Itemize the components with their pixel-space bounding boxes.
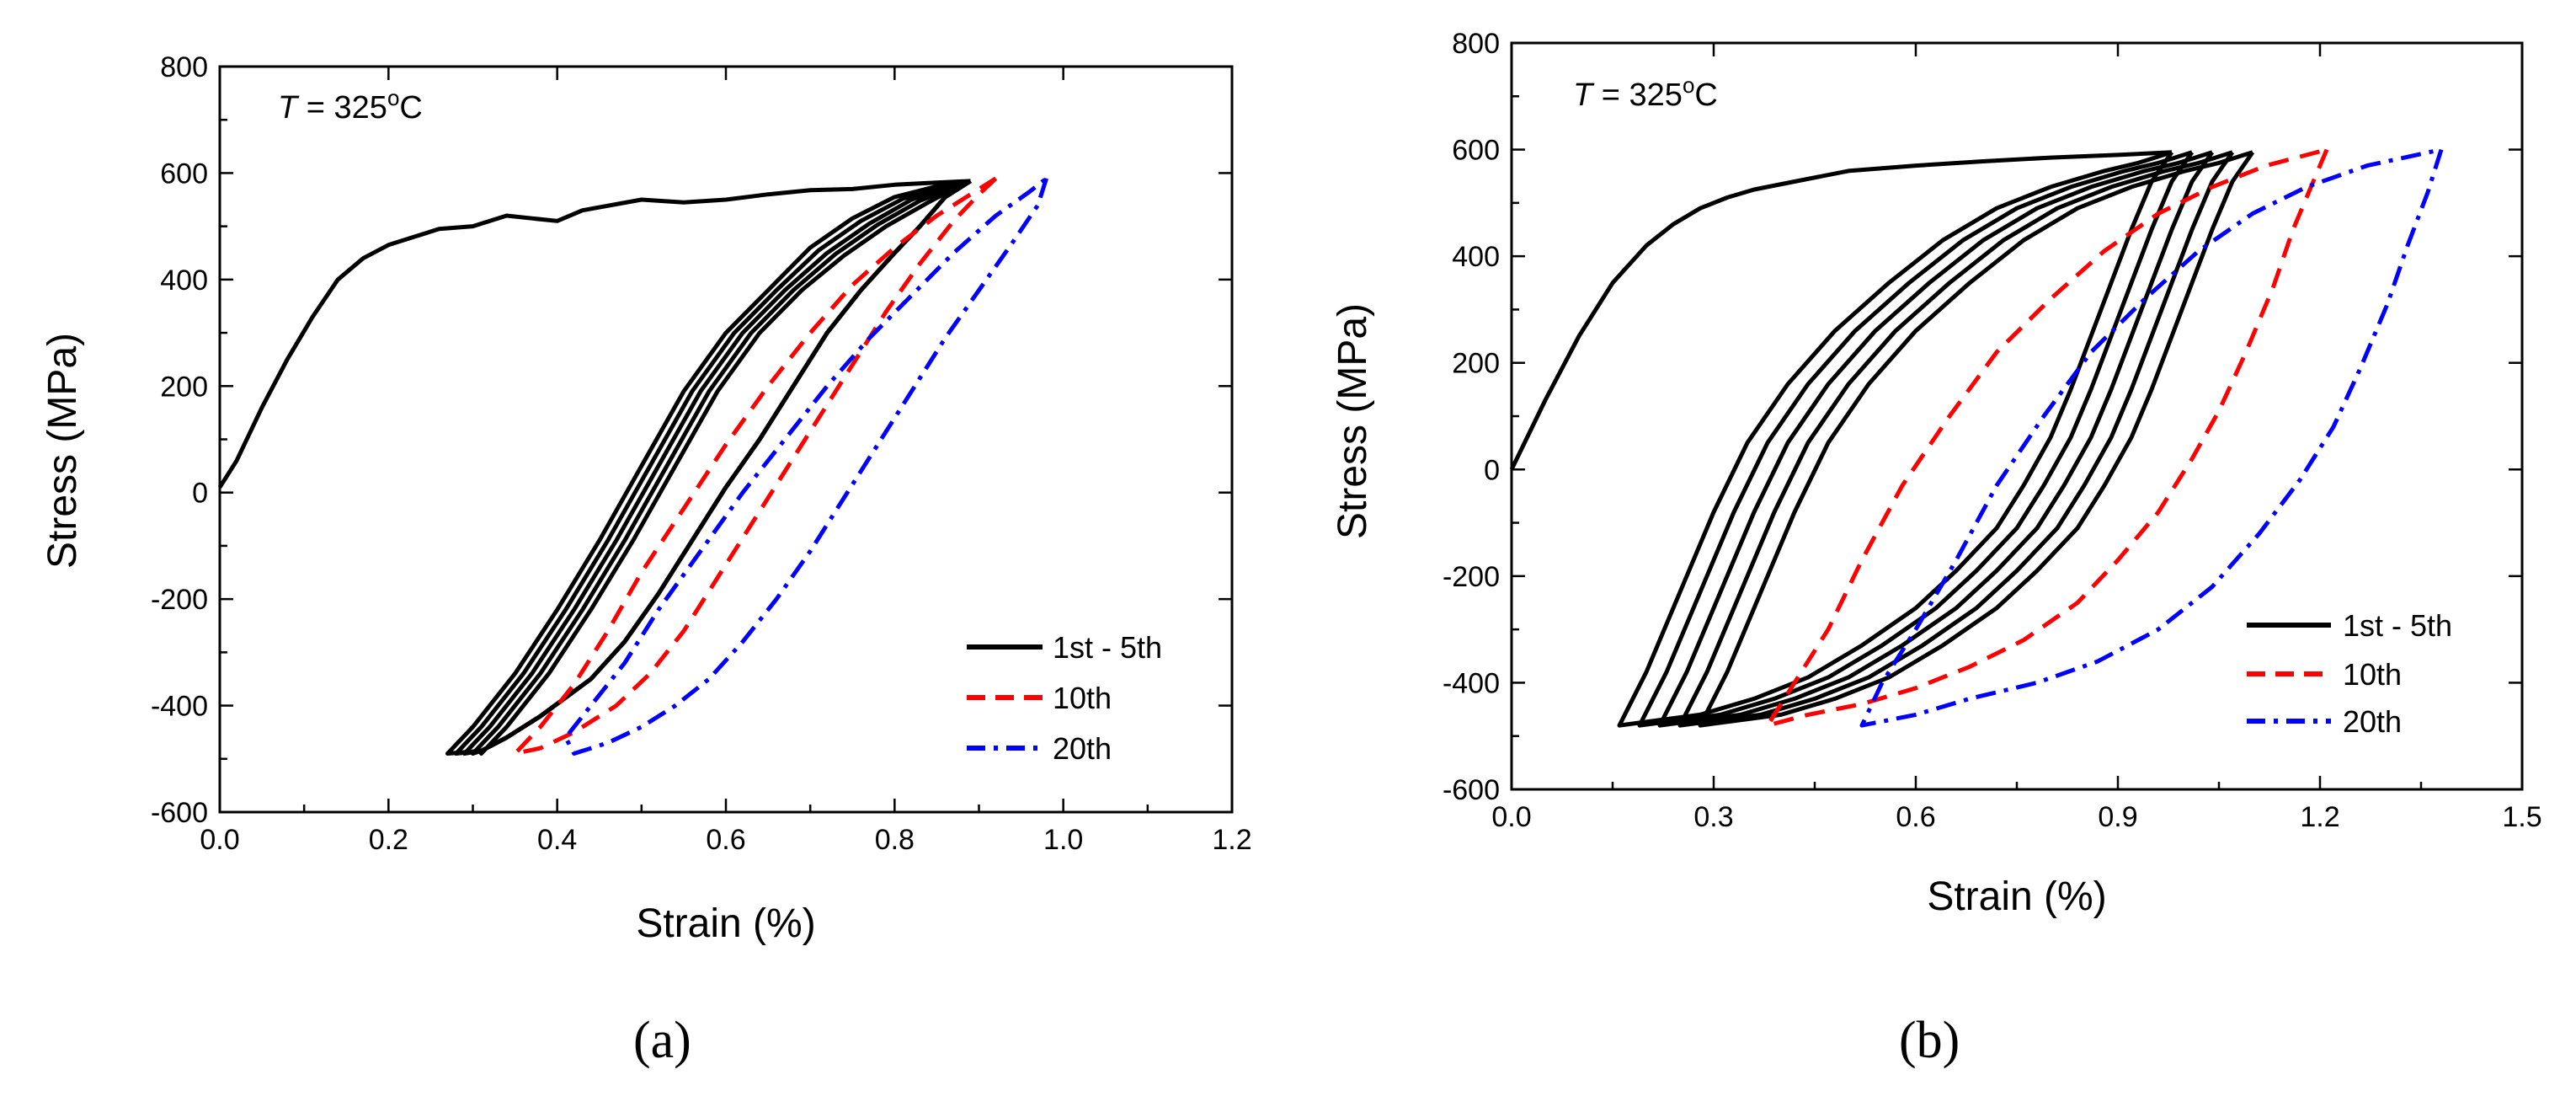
chart-b-series-1st-5th-curve-5 [1677,150,2235,728]
chart-a-x-axis-label: Strain (%) [636,901,815,946]
chart-b-x-tick-label: 0.6 [1896,801,1935,833]
chart-b-series-20th-curve-1 [1859,147,2444,728]
chart-b-y-tick-label: 800 [1452,28,1500,60]
chart-b-series-1st-5th-curve-3 [1637,150,2195,728]
panel-label-a: (a) [633,1012,691,1069]
chart-b-x-tick-label: 0.3 [1693,801,1733,833]
chart-a-series-1st-5th-curve-1 [217,179,971,489]
chart-panel-b: 0.0 0.3 0.6 0.9 1.2 1.5 -600 -400 -200 0 200 400 600… [1331,28,2542,1069]
chart-a-series [217,176,1048,756]
legend-label-20th: 20th [1053,731,1112,766]
chart-b-y-tick-label: 600 [1452,135,1500,167]
chart-b-y-tick-label: -200 [1443,561,1500,593]
legend-label-1st-5th: 1st - 5th [2343,608,2452,643]
legend-item-1st-5th: 1st - 5th [967,630,1162,665]
chart-b-y-axis-label: Stress (MPa) [1331,303,1375,539]
legend-label-10th: 10th [2343,657,2402,692]
chart-b-y-tick-label: 400 [1452,241,1500,273]
chart-a-y-tick-label: 0 [192,478,208,510]
legend-item-20th: 20th [2247,704,2402,739]
chart-b-series-1st-5th-curve-4 [1657,150,2215,728]
chart-a-y-tick-label: -200 [151,584,208,616]
chart-b-y-tick-label: -400 [1443,667,1500,699]
legend-item-20th: 20th [967,731,1112,766]
panel-label-b: (b) [1899,1012,1960,1069]
chart-a-y-tick-label: 200 [160,371,208,403]
chart-a-y-axis-label: Stress (MPa) [40,333,85,569]
chart-b-series [1509,147,2444,728]
chart-a-legend: 1st - 5th 10th 20th [967,630,1162,766]
chart-b-y-tick-label: 200 [1452,348,1500,380]
chart-a-x-tick-label: 1.2 [1212,824,1251,856]
chart-b-legend: 1st - 5th 10th 20th [2247,608,2452,739]
chart-b-x-tick-label: 1.2 [2300,801,2339,833]
chart-a-x-tick-label: 1.0 [1043,824,1083,856]
chart-b-y-tick-label: -600 [1443,774,1500,806]
chart-a-x-tick-label: 0.4 [537,824,577,856]
chart-panel-a: 0.0 0.2 0.4 0.6 0.8 1.0 1.2 -600 -400 -200 0 200 400… [40,51,1252,1069]
chart-b-x-tick-label: 0.0 [1491,801,1531,833]
chart-a-series-1st-5th-curve-6 [479,179,972,756]
chart-a-y-tick-label: 800 [160,51,208,83]
chart-b-x-axis-label: Strain (%) [1927,874,2106,919]
chart-a-x-tick-label: 0.6 [706,824,745,856]
chart-b-series-1st-5th-curve-6 [1698,150,2255,728]
chart-b-x-tick-label: 1.5 [2502,801,2541,833]
chart-a-series-1st-5th-curve-3 [454,179,972,756]
chart-a-y-tick-label: 400 [160,265,208,297]
legend-item-10th: 10th [2247,657,2402,692]
chart-a-temperature-annotation: T = 325oC [278,85,423,126]
chart-b-y-tick-label: 0 [1484,454,1500,486]
legend-label-20th: 20th [2343,704,2402,739]
chart-b-series-10th-curve-1 [1765,147,2329,728]
chart-b-axes: 0.0 0.3 0.6 0.9 1.2 1.5 -600 -400 -200 0 200 400 600… [1443,28,2542,833]
legend-item-10th: 10th [967,681,1112,715]
legend-label-10th: 10th [1053,681,1112,715]
chart-a-x-tick-label: 0.8 [875,824,915,856]
chart-b-series-1st-5th-curve-1 [1509,150,2173,471]
chart-a-axes: 0.0 0.2 0.4 0.6 0.8 1.0 1.2 -600 -400 -200 0 200 400… [151,51,1252,856]
chart-a-y-tick-label: -400 [151,691,208,723]
legend-item-1st-5th: 1st - 5th [2247,608,2452,643]
chart-a-series-20th-curve-1 [563,176,1048,756]
chart-a-series-10th-curve-1 [513,176,998,756]
chart-a-x-tick-label: 0.0 [200,824,239,856]
legend-label-1st-5th: 1st - 5th [1053,630,1162,665]
chart-b-temperature-annotation: T = 325oC [1573,72,1718,113]
chart-b-x-tick-label: 0.9 [2098,801,2137,833]
chart-a-y-tick-label: 600 [160,158,208,190]
chart-a-y-tick-label: -600 [151,797,208,829]
chart-a-x-tick-label: 0.2 [369,824,408,856]
